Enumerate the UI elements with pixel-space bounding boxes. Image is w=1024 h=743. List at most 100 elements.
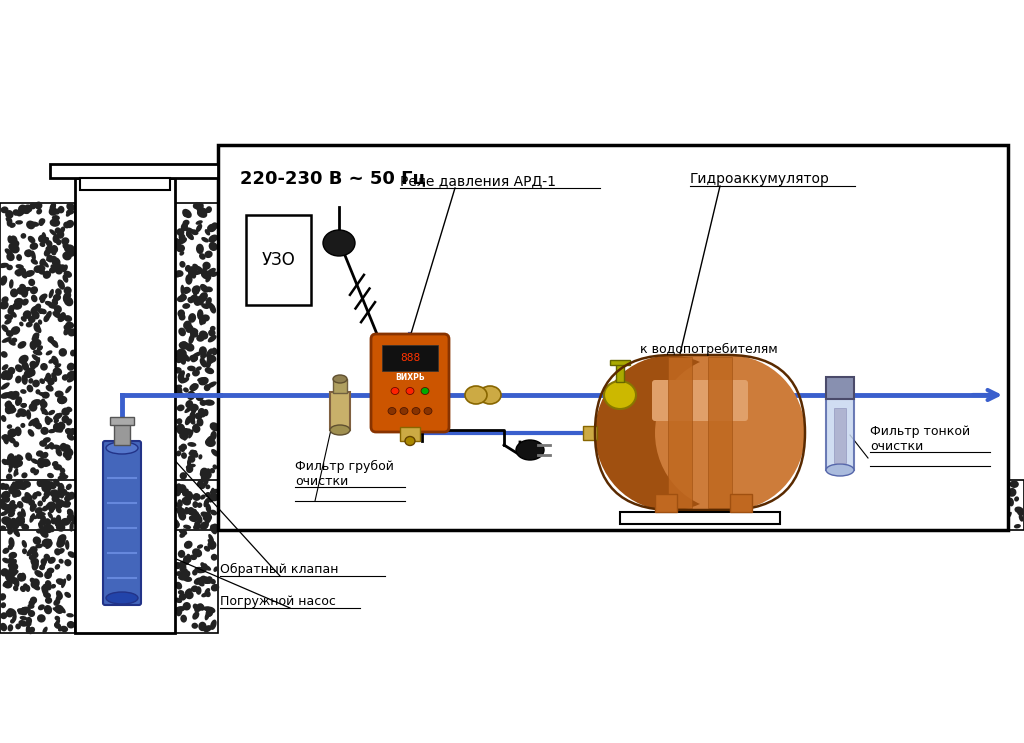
- Ellipse shape: [194, 204, 202, 210]
- Ellipse shape: [206, 297, 212, 305]
- Ellipse shape: [106, 592, 138, 604]
- Ellipse shape: [205, 468, 211, 476]
- Ellipse shape: [66, 211, 71, 217]
- Ellipse shape: [9, 576, 16, 584]
- Ellipse shape: [458, 524, 465, 531]
- Ellipse shape: [32, 334, 39, 342]
- Ellipse shape: [43, 519, 50, 525]
- Ellipse shape: [178, 374, 184, 382]
- Ellipse shape: [200, 400, 207, 406]
- Ellipse shape: [633, 496, 640, 504]
- Ellipse shape: [386, 505, 395, 513]
- Ellipse shape: [624, 487, 634, 493]
- Ellipse shape: [67, 363, 75, 371]
- Ellipse shape: [162, 484, 171, 491]
- Ellipse shape: [818, 521, 826, 530]
- Ellipse shape: [500, 509, 509, 517]
- Ellipse shape: [772, 502, 779, 509]
- Ellipse shape: [28, 316, 36, 323]
- Ellipse shape: [189, 330, 199, 337]
- Ellipse shape: [859, 482, 865, 490]
- Ellipse shape: [5, 521, 12, 526]
- Ellipse shape: [471, 492, 475, 498]
- Ellipse shape: [52, 461, 58, 467]
- Ellipse shape: [763, 480, 768, 488]
- Ellipse shape: [175, 606, 185, 612]
- Ellipse shape: [7, 624, 13, 632]
- Ellipse shape: [947, 502, 955, 510]
- Ellipse shape: [43, 493, 49, 499]
- Ellipse shape: [9, 500, 15, 507]
- Ellipse shape: [52, 215, 59, 221]
- Ellipse shape: [66, 454, 72, 461]
- Ellipse shape: [366, 482, 375, 488]
- Ellipse shape: [22, 361, 29, 371]
- Ellipse shape: [301, 487, 308, 497]
- Ellipse shape: [17, 514, 25, 522]
- Ellipse shape: [379, 484, 387, 493]
- Ellipse shape: [57, 314, 66, 322]
- Ellipse shape: [848, 499, 854, 505]
- Ellipse shape: [186, 232, 190, 237]
- Ellipse shape: [22, 473, 28, 478]
- Ellipse shape: [205, 438, 216, 447]
- Ellipse shape: [10, 244, 14, 250]
- Ellipse shape: [695, 513, 702, 520]
- Ellipse shape: [12, 489, 20, 498]
- Ellipse shape: [8, 545, 13, 550]
- Ellipse shape: [50, 340, 58, 348]
- FancyBboxPatch shape: [652, 380, 748, 421]
- Ellipse shape: [36, 513, 42, 519]
- Ellipse shape: [12, 210, 19, 215]
- Ellipse shape: [913, 503, 921, 508]
- Ellipse shape: [581, 497, 588, 503]
- Ellipse shape: [783, 493, 788, 499]
- Ellipse shape: [90, 491, 98, 497]
- Ellipse shape: [630, 481, 637, 490]
- Ellipse shape: [30, 203, 36, 210]
- Ellipse shape: [106, 510, 112, 515]
- Ellipse shape: [23, 311, 32, 319]
- Ellipse shape: [31, 250, 36, 261]
- Ellipse shape: [187, 366, 196, 372]
- Ellipse shape: [25, 492, 33, 502]
- Ellipse shape: [160, 493, 165, 503]
- Ellipse shape: [187, 266, 195, 277]
- Ellipse shape: [238, 481, 245, 490]
- Ellipse shape: [275, 504, 281, 513]
- Ellipse shape: [201, 593, 208, 597]
- Ellipse shape: [205, 229, 210, 236]
- Ellipse shape: [374, 525, 380, 531]
- Ellipse shape: [856, 492, 865, 497]
- Ellipse shape: [178, 445, 185, 452]
- Ellipse shape: [132, 519, 141, 527]
- Ellipse shape: [40, 515, 46, 522]
- Ellipse shape: [735, 507, 742, 513]
- Ellipse shape: [856, 489, 864, 496]
- Ellipse shape: [315, 509, 322, 516]
- Text: Фильтр грубой
очистки: Фильтр грубой очистки: [295, 460, 394, 488]
- Ellipse shape: [175, 270, 181, 278]
- Ellipse shape: [5, 371, 13, 380]
- Ellipse shape: [65, 559, 72, 566]
- Ellipse shape: [145, 491, 151, 500]
- Ellipse shape: [193, 369, 200, 377]
- Ellipse shape: [189, 554, 197, 560]
- Ellipse shape: [182, 444, 187, 450]
- Ellipse shape: [26, 625, 31, 634]
- Ellipse shape: [4, 372, 12, 380]
- Ellipse shape: [909, 502, 914, 510]
- Ellipse shape: [531, 486, 539, 493]
- Ellipse shape: [56, 590, 62, 600]
- Ellipse shape: [184, 571, 190, 577]
- Ellipse shape: [22, 540, 27, 548]
- Ellipse shape: [259, 524, 264, 531]
- Ellipse shape: [203, 262, 211, 270]
- Ellipse shape: [65, 494, 73, 502]
- Ellipse shape: [475, 499, 481, 504]
- Ellipse shape: [99, 512, 106, 522]
- Ellipse shape: [0, 301, 9, 310]
- Ellipse shape: [5, 574, 11, 583]
- Ellipse shape: [907, 517, 914, 524]
- Ellipse shape: [462, 520, 469, 528]
